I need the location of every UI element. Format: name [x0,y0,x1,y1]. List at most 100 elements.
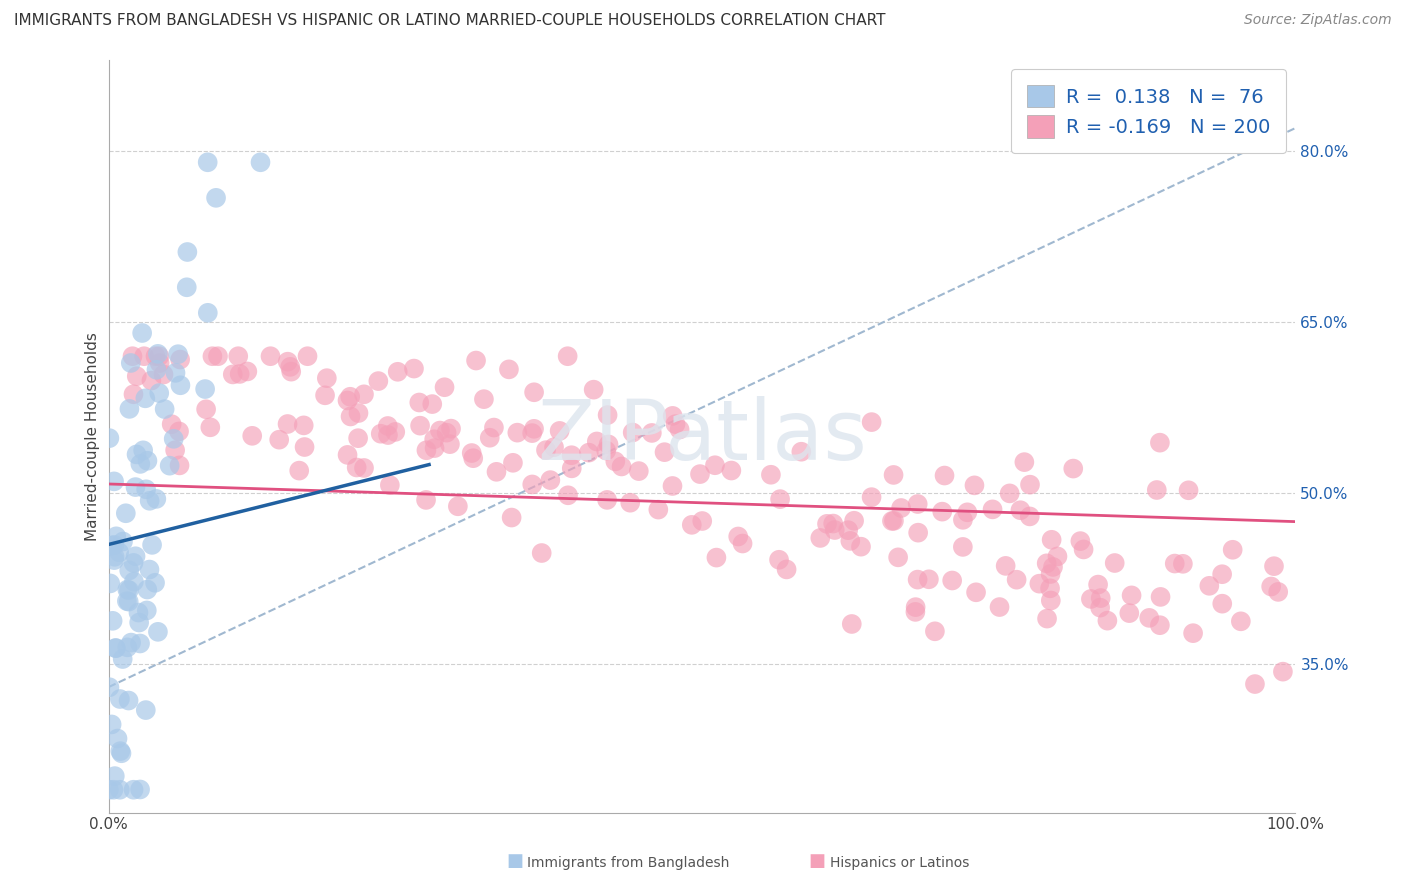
Point [346,460,368,475]
Point [370,426,392,441]
Point [143,575,166,590]
Point [120,356,142,370]
Point [110,744,132,758]
Point [107,731,129,746]
Point [429,424,451,438]
Point [104,549,127,564]
Point [114,506,136,520]
Point [367,374,389,388]
Point [1211,567,1233,582]
Point [1260,580,1282,594]
Point [128,615,150,630]
Point [1118,606,1140,620]
Point [1137,611,1160,625]
Text: ZIPatlas: ZIPatlas [537,395,868,476]
Point [595,443,617,458]
Point [160,417,183,432]
Point [125,447,148,461]
Point [118,564,141,578]
Point [472,392,495,406]
Text: ■: ■ [808,852,825,870]
Point [956,505,979,519]
Point [998,486,1021,500]
Point [931,505,953,519]
Point [1090,591,1112,605]
Point [1005,573,1028,587]
Point [197,155,219,169]
Point [994,558,1017,573]
Point [294,440,316,454]
Point [706,550,728,565]
Point [159,458,181,473]
Point [561,461,583,475]
Point [117,582,139,597]
Point [769,492,792,507]
Point [596,492,619,507]
Point [163,432,186,446]
Point [1244,677,1267,691]
Point [1104,556,1126,570]
Point [195,402,218,417]
Point [103,553,125,567]
Point [104,769,127,783]
Point [720,464,742,478]
Point [1073,542,1095,557]
Point [1088,600,1111,615]
Point [277,354,299,368]
Point [1097,614,1119,628]
Point [1014,455,1036,469]
Point [378,478,401,492]
Point [1222,542,1244,557]
Point [288,464,311,478]
Point [654,445,676,459]
Point [1121,588,1143,602]
Point [167,347,190,361]
Point [141,374,163,388]
Point [883,514,905,528]
Point [641,425,664,440]
Point [207,349,229,363]
Point [118,594,141,608]
Point [433,380,456,394]
Point [775,562,797,576]
Point [135,603,157,617]
Y-axis label: Married-couple Households: Married-couple Households [86,332,100,541]
Point [689,467,711,482]
Point [578,445,600,459]
Point [339,390,361,404]
Point [278,359,301,374]
Point [236,364,259,378]
Point [621,425,644,440]
Point [277,417,299,431]
Point [145,349,167,363]
Point [117,640,139,655]
Point [136,582,159,597]
Point [111,534,134,549]
Point [148,349,170,363]
Point [103,782,125,797]
Point [598,437,620,451]
Point [153,402,176,417]
Point [501,510,523,524]
Text: IMMIGRANTS FROM BANGLADESH VS HISPANIC OR LATINO MARRIED-COUPLE HOUSEHOLDS CORRE: IMMIGRANTS FROM BANGLADESH VS HISPANIC O… [14,13,886,29]
Point [463,451,485,466]
Point [134,392,156,406]
Point [423,432,446,446]
Point [402,361,425,376]
Point [347,431,370,445]
Point [1046,549,1069,564]
Point [1062,461,1084,475]
Point [1039,593,1062,607]
Point [1018,509,1040,524]
Point [98,431,121,445]
Point [146,624,169,639]
Point [98,576,121,591]
Point [498,362,520,376]
Point [101,539,124,553]
Point [132,349,155,363]
Point [790,444,813,458]
Point [135,703,157,717]
Point [297,349,319,363]
Point [127,606,149,620]
Point [135,483,157,497]
